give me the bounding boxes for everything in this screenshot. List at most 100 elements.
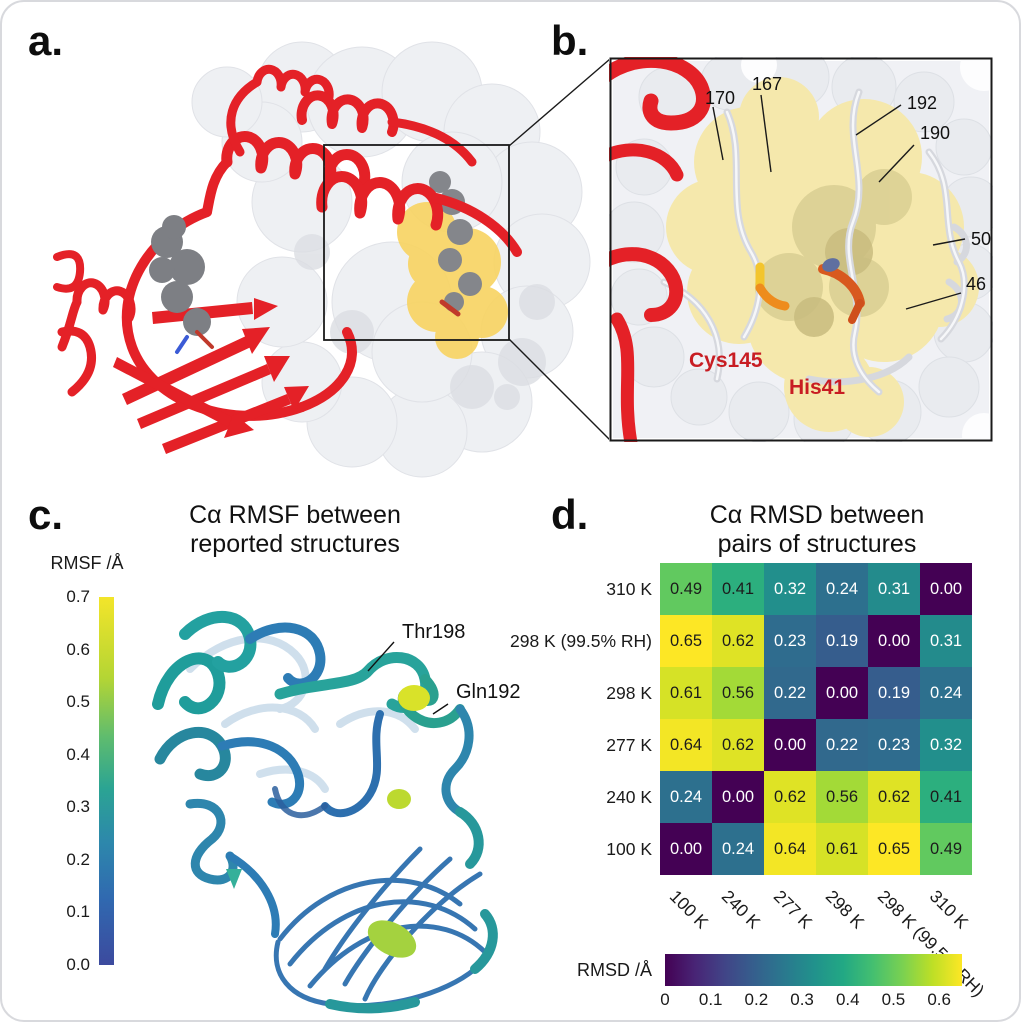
- his41-stick: [818, 258, 865, 324]
- annotation-leader-lines: [367, 641, 449, 715]
- heatmap-cell: 0.65: [660, 615, 712, 667]
- heatmap-cell: 0.62: [764, 771, 816, 823]
- panel-a-label: a.: [28, 17, 64, 64]
- heatmap-row-label: 100 K: [606, 839, 652, 859]
- heatmap-cell: 0.31: [868, 563, 920, 615]
- residue-number-167: 167: [752, 74, 782, 94]
- heatmap-row-label: 277 K: [606, 735, 652, 755]
- rmsf-colorbar-tick: 0.3: [66, 797, 90, 817]
- heatmap-column-label: 240 K: [717, 886, 765, 933]
- rmsf-colorbar-tick: 0.4: [66, 744, 90, 764]
- panel-b-active-site-zoom: 170 167 192 190 50 46 Cys145 His41: [609, 57, 993, 442]
- heatmap-cell: 0.62: [712, 719, 764, 771]
- panel-c-rmsf-tube-render: Thr198 Gln192: [152, 611, 521, 1014]
- rmsd-colorbar-tick: 0.2: [744, 990, 769, 1009]
- rmsd-colorbar-tick: 0.5: [881, 990, 906, 1009]
- heatmap-cell: 0.00: [764, 719, 816, 771]
- rmsd-colorbar-tick: 0: [660, 990, 670, 1009]
- residue-number-50: 50: [971, 229, 991, 249]
- rmsd-colorbar-tick: 0.1: [698, 990, 723, 1009]
- heatmap-cell: 0.00: [712, 771, 764, 823]
- heatmap-cell: 0.23: [868, 719, 920, 771]
- heatmap-cell: 0.64: [764, 823, 816, 875]
- panel-b-label: b.: [551, 17, 589, 64]
- heatmap-column-label: 100 K: [665, 886, 713, 933]
- zoom-box: [323, 144, 510, 341]
- heatmap-row-label: 298 K (99.5% RH): [509, 631, 652, 651]
- rmsf-colorbar-tick: 0.0: [66, 955, 90, 974]
- heatmap-cell: 0.23: [764, 615, 816, 667]
- heatmap-cell: 0.56: [816, 771, 868, 823]
- residue-number-46: 46: [966, 274, 986, 294]
- surface-shading: [294, 234, 555, 410]
- cys145-label: Cys145: [689, 349, 763, 372]
- heatmap-cell: 0.24: [920, 667, 972, 719]
- thr198-annotation: Thr198: [402, 621, 465, 643]
- heatmap-cell: 0.19: [868, 667, 920, 719]
- heatmap-column-label: 277 K: [769, 886, 817, 933]
- rmsd-colorbar-tick: 0.4: [835, 990, 860, 1009]
- heatmap-cell: 0.00: [868, 615, 920, 667]
- rmsd-heatmap: 0.49 0.41 0.32 0.24 0.31 0.00 0.65 0.62 0.23 0.19…: [660, 563, 972, 875]
- heatmap-cell: 0.49: [920, 823, 972, 875]
- panel-c-title-line2: reported structures: [190, 530, 400, 558]
- residue-number-170: 170: [705, 88, 735, 108]
- heatmap-cell: 0.24: [816, 563, 868, 615]
- panel-d-label: d.: [551, 491, 589, 538]
- heatmap-cell: 0.24: [660, 771, 712, 823]
- panel-d-title-line1: Cα RMSD between: [709, 501, 925, 529]
- rmsf-colorbar-tick: 0.2: [66, 849, 90, 869]
- heatmap-cell: 0.62: [712, 615, 764, 667]
- rmsd-colorbar-tick: 0.3: [790, 990, 814, 1009]
- pocket-stick: [439, 299, 461, 317]
- heatmap-row-label: 310 K: [606, 579, 652, 599]
- zoom-connector-lines: [508, 58, 611, 441]
- heatmap-cell: 0.41: [712, 563, 764, 615]
- rmsf-colorbar-tick: 0.1: [66, 902, 90, 922]
- heatmap-cell: 0.62: [868, 771, 920, 823]
- heatmap-cell: 0.49: [660, 563, 712, 615]
- panel-d-title: Cα RMSD between pairs of structures: [662, 501, 972, 559]
- tube-rim: [325, 909, 498, 1014]
- tube-worm: [152, 611, 484, 938]
- rmsd-colorbar-tick: 0.6: [927, 990, 951, 1009]
- high-rmsf-blobs: [226, 685, 430, 958]
- heatmap-column-label: 310 K: [925, 886, 973, 933]
- panel-c-title-line1: Cα RMSF between: [189, 501, 401, 529]
- rmsd-colorbar: [665, 954, 962, 986]
- cys145-stick: [755, 262, 790, 311]
- rmsf-colorbar-label: RMSF /Å: [50, 553, 124, 573]
- heatmap-cell: 0.00: [660, 823, 712, 875]
- rmsf-colorbar-tick: 0.6: [66, 639, 90, 659]
- rmsf-colorbar-tick: 0.7: [66, 587, 90, 606]
- heatmap-cell: 0.32: [764, 563, 816, 615]
- red-cartoon: [53, 64, 522, 421]
- residue-number-192: 192: [907, 93, 937, 113]
- heatmap-cell: 0.00: [816, 667, 868, 719]
- heatmap-cell: 0.22: [764, 667, 816, 719]
- panel-c-title: Cα RMSF between reported structures: [140, 501, 450, 559]
- heatmap-cell: 0.31: [920, 615, 972, 667]
- heatmap-cell: 0.41: [920, 771, 972, 823]
- heatmap-cell: 0.22: [816, 719, 868, 771]
- red-helices: [609, 57, 711, 442]
- rmsd-colorbar-label: RMSD /Å: [576, 960, 652, 980]
- rmsf-colorbar: [99, 597, 114, 965]
- heatmap-row-label: 240 K: [606, 787, 652, 807]
- heatmap-cell: 0.56: [712, 667, 764, 719]
- residue-leader-lines: [712, 94, 966, 310]
- heatmap-cell: 0.61: [660, 667, 712, 719]
- heatmap-cell: 0.64: [660, 719, 712, 771]
- surface-white-gaps: [741, 57, 993, 442]
- panel-a-structure-render: [53, 41, 611, 478]
- heatmap-cell: 0.19: [816, 615, 868, 667]
- backbone-loops: [660, 88, 970, 396]
- his41-label: His41: [789, 376, 845, 399]
- heatmap-cell: 0.61: [816, 823, 868, 875]
- panel-b-frame: [609, 57, 993, 442]
- active-site-patch: [397, 202, 508, 359]
- red-beta-sheet: [113, 298, 309, 454]
- residue-number-190: 190: [920, 123, 950, 143]
- panel-c-label: c.: [28, 491, 64, 538]
